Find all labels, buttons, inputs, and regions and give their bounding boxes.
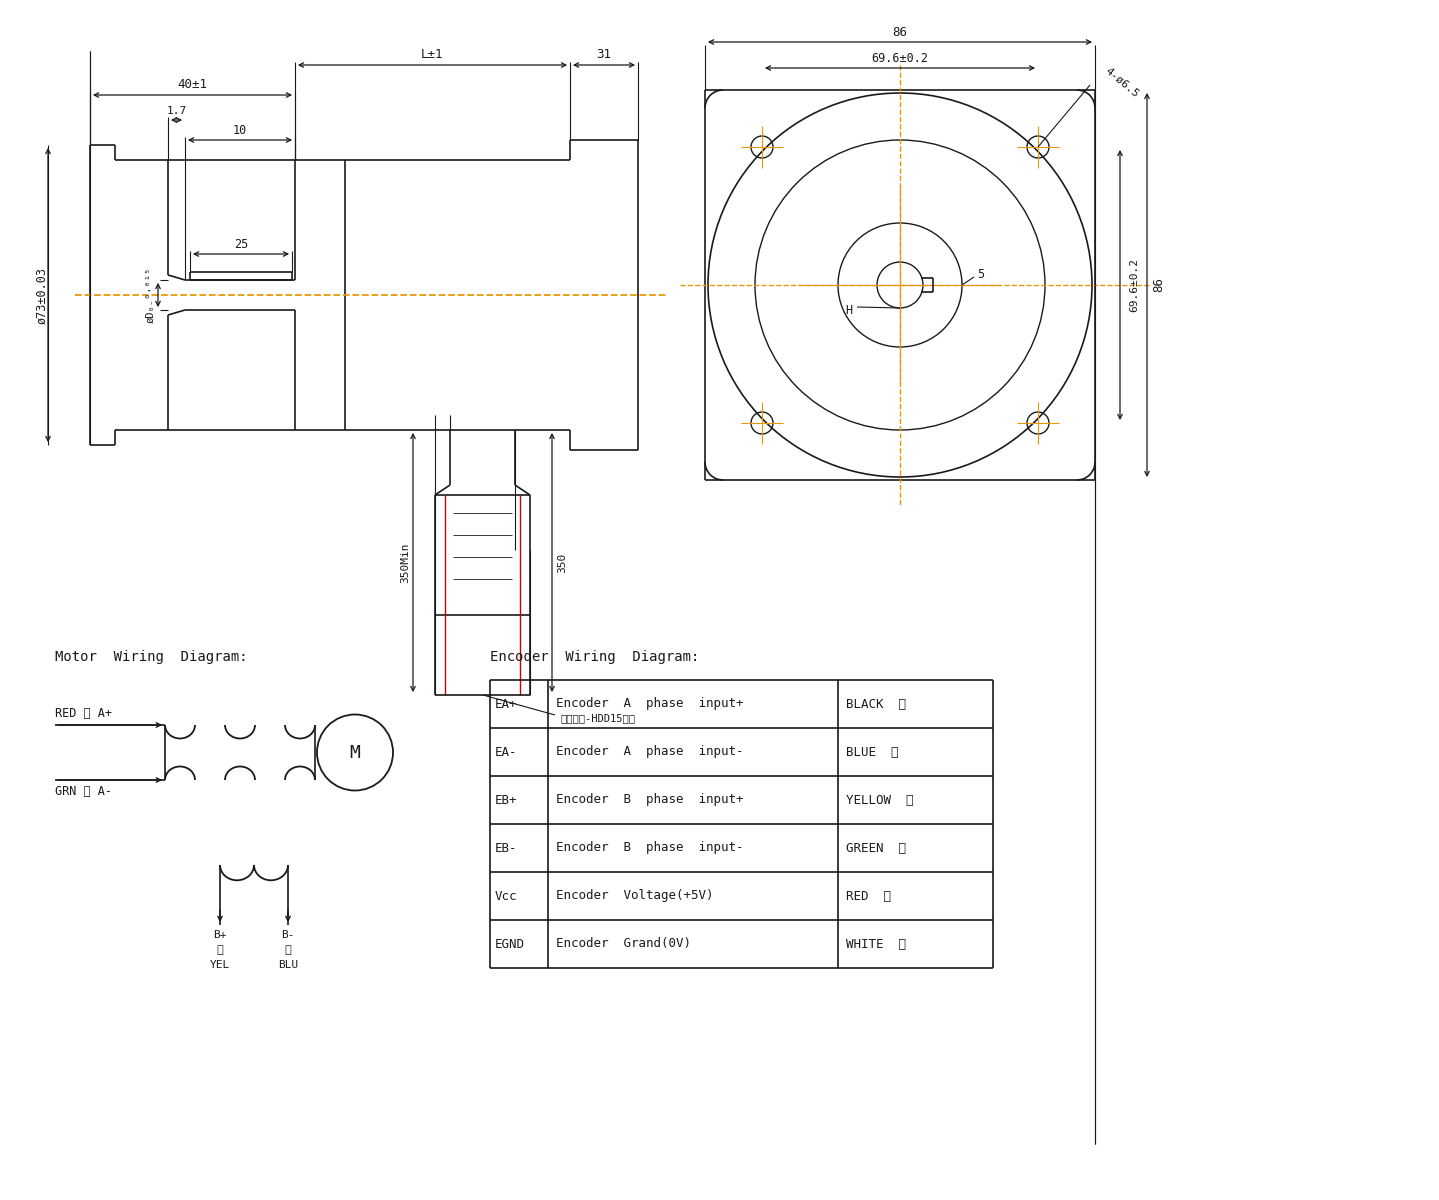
- Text: H: H: [846, 304, 852, 317]
- Text: 接头型号-HDD15文头: 接头型号-HDD15文头: [560, 713, 635, 722]
- Text: 5: 5: [977, 269, 984, 282]
- Text: 69.6±0.2: 69.6±0.2: [872, 52, 928, 65]
- Text: 350Min: 350Min: [400, 542, 410, 583]
- Text: RED 红 A+: RED 红 A+: [55, 707, 112, 720]
- Text: 1.7: 1.7: [167, 106, 187, 116]
- Text: 40±1: 40±1: [177, 78, 207, 91]
- Text: GREEN  绻: GREEN 绻: [846, 841, 907, 854]
- Text: 黄: 黄: [217, 946, 223, 955]
- Text: Encoder  Voltage(+5V): Encoder Voltage(+5V): [555, 889, 714, 902]
- Text: Encoder  Wiring  Diagram:: Encoder Wiring Diagram:: [491, 650, 699, 664]
- Text: B-: B-: [281, 930, 295, 940]
- Text: Encoder  B  phase  input-: Encoder B phase input-: [555, 841, 744, 854]
- Text: Vcc: Vcc: [495, 889, 518, 902]
- Text: ø73±0.03: ø73±0.03: [36, 266, 49, 324]
- Text: RED  红: RED 红: [846, 889, 891, 902]
- Text: 10: 10: [233, 125, 248, 138]
- Text: L±1: L±1: [422, 48, 443, 61]
- Text: GRN 绻 A-: GRN 绻 A-: [55, 785, 112, 798]
- Text: BLACK  黑: BLACK 黑: [846, 697, 907, 710]
- Text: BLUE  蓝: BLUE 蓝: [846, 745, 898, 758]
- Text: 86: 86: [892, 25, 908, 38]
- Text: EA+: EA+: [495, 697, 518, 710]
- Text: Encoder  A  phase  input-: Encoder A phase input-: [555, 745, 744, 758]
- Text: 31: 31: [597, 48, 612, 61]
- Text: 兰: 兰: [285, 946, 291, 955]
- Text: 4-ø6.5: 4-ø6.5: [1104, 65, 1141, 98]
- Text: M: M: [350, 744, 360, 762]
- Text: 350: 350: [557, 552, 567, 572]
- Text: Motor  Wiring  Diagram:: Motor Wiring Diagram:: [55, 650, 248, 664]
- Text: B+: B+: [213, 930, 227, 940]
- Text: 86: 86: [1153, 277, 1166, 293]
- Text: YELLOW  黄: YELLOW 黄: [846, 793, 914, 806]
- Text: Encoder  Grand(0V): Encoder Grand(0V): [555, 937, 691, 950]
- Text: Encoder  A  phase  input+: Encoder A phase input+: [555, 697, 744, 710]
- Text: 69.6±0.2: 69.6±0.2: [1130, 258, 1140, 312]
- Text: YEL: YEL: [210, 960, 230, 970]
- Text: EGND: EGND: [495, 937, 525, 950]
- Text: 25: 25: [235, 239, 248, 252]
- Text: BLU: BLU: [278, 960, 298, 970]
- Text: EA-: EA-: [495, 745, 518, 758]
- Text: WHITE  白: WHITE 白: [846, 937, 907, 950]
- Text: EB-: EB-: [495, 841, 518, 854]
- Text: EB+: EB+: [495, 793, 518, 806]
- Text: øD₀₋⁰·⁰¹⁵: øD₀₋⁰·⁰¹⁵: [145, 266, 155, 323]
- Text: Encoder  B  phase  input+: Encoder B phase input+: [555, 793, 744, 806]
